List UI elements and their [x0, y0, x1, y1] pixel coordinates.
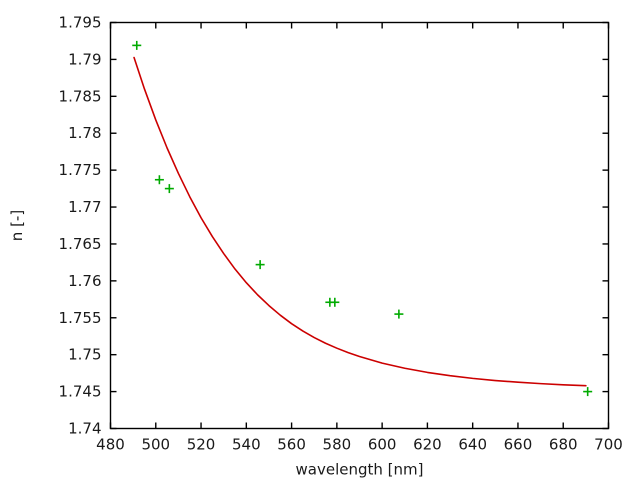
y-axis-tick-labels: 1.74 1.745 1.75 1.755 1.76 1.765 1.77 1.775 1.78… [59, 14, 102, 438]
x-axis-tick-labels: 480 500 520 540 560 580 600 620 640 660 680 700 [96, 436, 623, 454]
y-tick-label: 1.785 [59, 87, 102, 105]
x-tick-label: 500 [141, 436, 170, 454]
plus-marker-icon [164, 184, 174, 194]
x-tick-label: 640 [458, 436, 487, 454]
x-axis-ticks [109, 22, 610, 429]
y-tick-label: 1.78 [68, 124, 101, 142]
y-tick-label: 1.79 [68, 50, 101, 68]
plus-marker-icon [583, 387, 593, 397]
x-tick-label: 700 [594, 436, 623, 454]
plus-marker-icon [394, 309, 404, 319]
x-axis-title: wavelength [nm] [296, 461, 424, 479]
plus-marker-icon [154, 175, 164, 185]
x-tick-label: 520 [187, 436, 216, 454]
data-point-markers [132, 40, 593, 397]
y-tick-label: 1.75 [68, 346, 101, 364]
x-tick-label: 620 [413, 436, 442, 454]
y-tick-label: 1.795 [59, 14, 102, 32]
x-tick-label: 560 [277, 436, 306, 454]
x-tick-label: 660 [504, 436, 533, 454]
plot-frame-border [109, 21, 610, 430]
plus-marker-icon [330, 297, 340, 307]
plus-marker-icon [132, 40, 142, 50]
y-tick-label: 1.77 [68, 198, 101, 216]
plus-marker-icon [255, 260, 265, 270]
cauchy-fit-curve [133, 56, 587, 387]
x-tick-label: 480 [96, 436, 125, 454]
y-tick-label: 1.745 [59, 383, 102, 401]
y-tick-label: 1.76 [68, 272, 101, 290]
x-tick-label: 600 [368, 436, 397, 454]
x-tick-label: 680 [549, 436, 578, 454]
y-tick-label: 1.765 [59, 235, 102, 253]
y-tick-label: 1.755 [59, 309, 102, 327]
y-tick-label: 1.74 [68, 420, 101, 438]
x-tick-label: 540 [232, 436, 261, 454]
x-tick-label: 580 [323, 436, 352, 454]
y-tick-label: 1.775 [59, 161, 102, 179]
y-axis-title: n [-] [8, 210, 26, 241]
